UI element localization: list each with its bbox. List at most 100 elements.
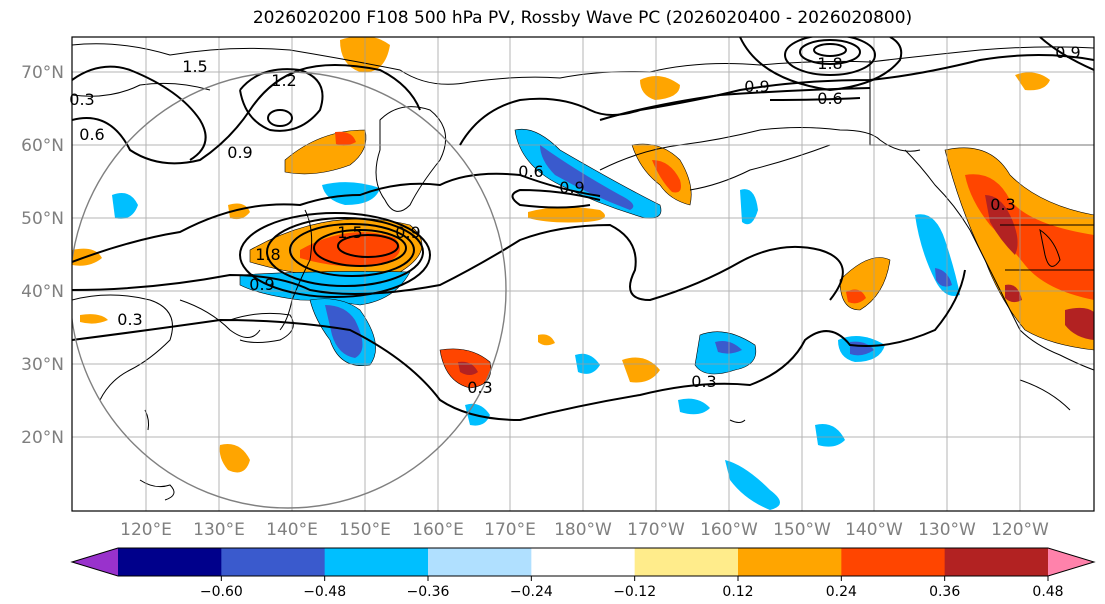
fill-positive-arctic-3 — [1015, 72, 1050, 91]
contour-label: 0.6 — [518, 162, 543, 181]
contour-pole-right — [1039, 37, 1094, 71]
colorbar-tick-label: 0.36 — [929, 584, 960, 600]
contour-label: 1.5 — [182, 57, 207, 76]
colorbar-tick-label: −0.12 — [613, 584, 656, 600]
lon-tick: 160°E — [412, 520, 464, 540]
contour-japan-2 — [266, 217, 424, 287]
contour-label: 0.3 — [990, 195, 1015, 214]
colorbar-tick-label: −0.60 — [200, 584, 243, 600]
colorbar-tick-label: 0.48 — [1032, 584, 1063, 600]
fill-positive-alaska-core — [652, 160, 681, 193]
contour-label: 0.6 — [817, 89, 842, 108]
fill-positive-siberia-core — [335, 131, 356, 146]
colorbar-segment — [634, 548, 739, 576]
colorbar-tick-label: 0.12 — [722, 584, 753, 600]
contour-japan-5 — [337, 234, 399, 258]
colorbar-tick-label: 0.24 — [826, 584, 857, 600]
lon-tick: 170°E — [484, 520, 536, 540]
fill-positive-westcoast-core-2 — [1065, 307, 1094, 340]
colorbar-segment — [118, 548, 222, 576]
fill-positive-west-3 — [80, 314, 108, 324]
lat-ticks: 70°N 60°N 50°N 40°N 30°N 20°N — [21, 63, 64, 448]
fill-positive-westcoast-core-3 — [1005, 284, 1022, 303]
lon-tick: 120°W — [991, 520, 1049, 540]
fill-positive-arctic-2 — [640, 76, 680, 100]
fill-positive-south — [219, 444, 250, 473]
lat-tick: 40°N — [21, 282, 64, 302]
colorbar: −0.60 −0.48 −0.36 −0.24 −0.12 0.12 0.24 0.36 0.4… — [70, 547, 1096, 600]
colorbar-segment — [944, 548, 1049, 576]
lon-tick: 160°W — [700, 520, 758, 540]
fill-negative-gulf-1 — [740, 189, 758, 225]
contour-0.9-main — [72, 223, 844, 302]
fill-positive-japan-core — [300, 232, 400, 267]
colorbar-extend-high — [1048, 548, 1094, 576]
contour-label: 0.6 — [79, 125, 104, 144]
fill-negative-japan-s-core — [325, 305, 363, 358]
lat-tick: 30°N — [21, 355, 64, 375]
contour-1.8-c — [813, 43, 847, 57]
lat-tick: 60°N — [21, 136, 64, 156]
contour-labels: 1.5 1.2 0.9 0.3 0.6 0.6 0.9 1.8 1.5 0.9 … — [69, 43, 1080, 397]
contour-label: 0.9 — [227, 143, 252, 162]
colorbar-outline — [70, 547, 1096, 577]
contour-label: 1.2 — [271, 71, 296, 90]
fill-negative-west — [112, 192, 138, 219]
contour-arctic-1 — [459, 54, 1094, 146]
contour-label: 1.5 — [337, 223, 362, 242]
contour-label: 0.9 — [395, 223, 420, 242]
fill-negative-cpac-5 — [815, 424, 845, 447]
colorbar-tick-label: −0.36 — [407, 584, 450, 600]
contour-north-2 — [72, 65, 207, 161]
lon-tick: 130°W — [918, 520, 976, 540]
contour-label: 0.9 — [249, 275, 274, 294]
contour-1.2 — [239, 68, 324, 132]
lon-tick: 150°E — [339, 520, 391, 540]
lon-tick: 140°E — [266, 520, 318, 540]
fill-positive-cpac-1-core — [458, 361, 478, 375]
contour-label: 1.8 — [255, 245, 280, 264]
contour-label: 0.3 — [69, 90, 94, 109]
colorbar-segment — [428, 548, 532, 576]
fill-negative-epac-2 — [915, 214, 960, 296]
lon-tick: 130°E — [193, 520, 245, 540]
fill-positive-aleutian — [528, 206, 605, 223]
colorbar-segment — [531, 548, 636, 576]
contour-label: 0.9 — [1055, 43, 1080, 62]
contour-label: 0.3 — [691, 372, 716, 391]
lon-ticks: 120°E 130°E 140°E 150°E 160°E 170°E 180°… — [120, 520, 1049, 540]
plot-frame — [71, 36, 1095, 512]
contour-label: 0.9 — [744, 77, 769, 96]
lon-tick: 150°W — [773, 520, 831, 540]
contour-0.3-south — [72, 269, 966, 422]
contour-japan-1 — [239, 212, 431, 298]
contour-0.6-mid — [72, 172, 601, 263]
lon-tick: 120°E — [120, 520, 172, 540]
lon-tick: 180°W — [554, 520, 612, 540]
contour-label: 0.9 — [559, 178, 584, 197]
contour-0.9-north — [511, 188, 601, 209]
fill-negative-epac-2-core — [935, 268, 952, 287]
fill-negative-cpac-6 — [725, 460, 780, 510]
contour-1.8-a — [784, 37, 876, 76]
lon-tick: 170°W — [627, 520, 685, 540]
contour-label: 0.3 — [117, 310, 142, 329]
lat-tick: 20°N — [21, 428, 64, 448]
contour-japan-4 — [313, 229, 407, 267]
map-title: 2026020200 F108 500 hPa PV, Rossby Wave … — [252, 8, 913, 28]
contour-1.8-b — [799, 39, 861, 65]
lat-tick: 70°N — [21, 63, 64, 83]
fill-negative-bering-core — [540, 145, 634, 210]
pv-contours — [72, 37, 1094, 422]
colorbar-segment — [324, 548, 429, 576]
colorbar-segment — [841, 548, 946, 576]
colorbar-segment — [221, 548, 326, 576]
colorbar-extend-low — [72, 548, 118, 576]
lon-tick: 140°W — [845, 520, 903, 540]
contour-arctic-3 — [739, 37, 903, 92]
fill-positive-epac-core — [846, 289, 866, 304]
contour-japan-3 — [289, 223, 415, 277]
colorbar-segment — [738, 548, 842, 576]
contour-label: 1.8 — [817, 54, 842, 73]
